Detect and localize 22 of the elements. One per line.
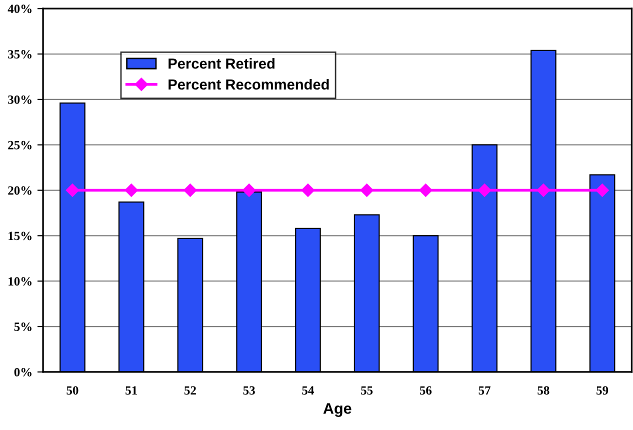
- y-tick-label: 25%: [8, 140, 32, 150]
- x-tick-label: 56: [420, 386, 432, 395]
- x-tick-label: 58: [538, 386, 550, 395]
- y-tick-label: 40%: [8, 4, 32, 14]
- y-tick-label: 30%: [8, 95, 32, 104]
- x-axis-title: Age: [323, 403, 352, 417]
- y-tick-label: 0%: [14, 368, 32, 376]
- x-tick-label: 54: [302, 386, 314, 395]
- x-tick-label: 59: [596, 386, 608, 395]
- legend-label: Percent Recommended: [168, 78, 329, 90]
- x-tick-label: 50: [66, 386, 78, 395]
- x-tick-label: 51: [126, 386, 137, 395]
- y-tick-label: 35%: [8, 50, 32, 59]
- x-tick-label: 57: [478, 386, 491, 395]
- y-tick-label: 5%: [14, 322, 32, 332]
- x-tick-label: 53: [243, 386, 255, 395]
- y-tick-label: 20%: [8, 186, 32, 195]
- x-tick-label: 55: [361, 386, 373, 395]
- legend-label: Percent Retired: [168, 58, 274, 69]
- x-tick-label: 52: [184, 386, 196, 395]
- y-tick-label: 10%: [8, 277, 32, 286]
- y-tick-label: 15%: [8, 232, 32, 240]
